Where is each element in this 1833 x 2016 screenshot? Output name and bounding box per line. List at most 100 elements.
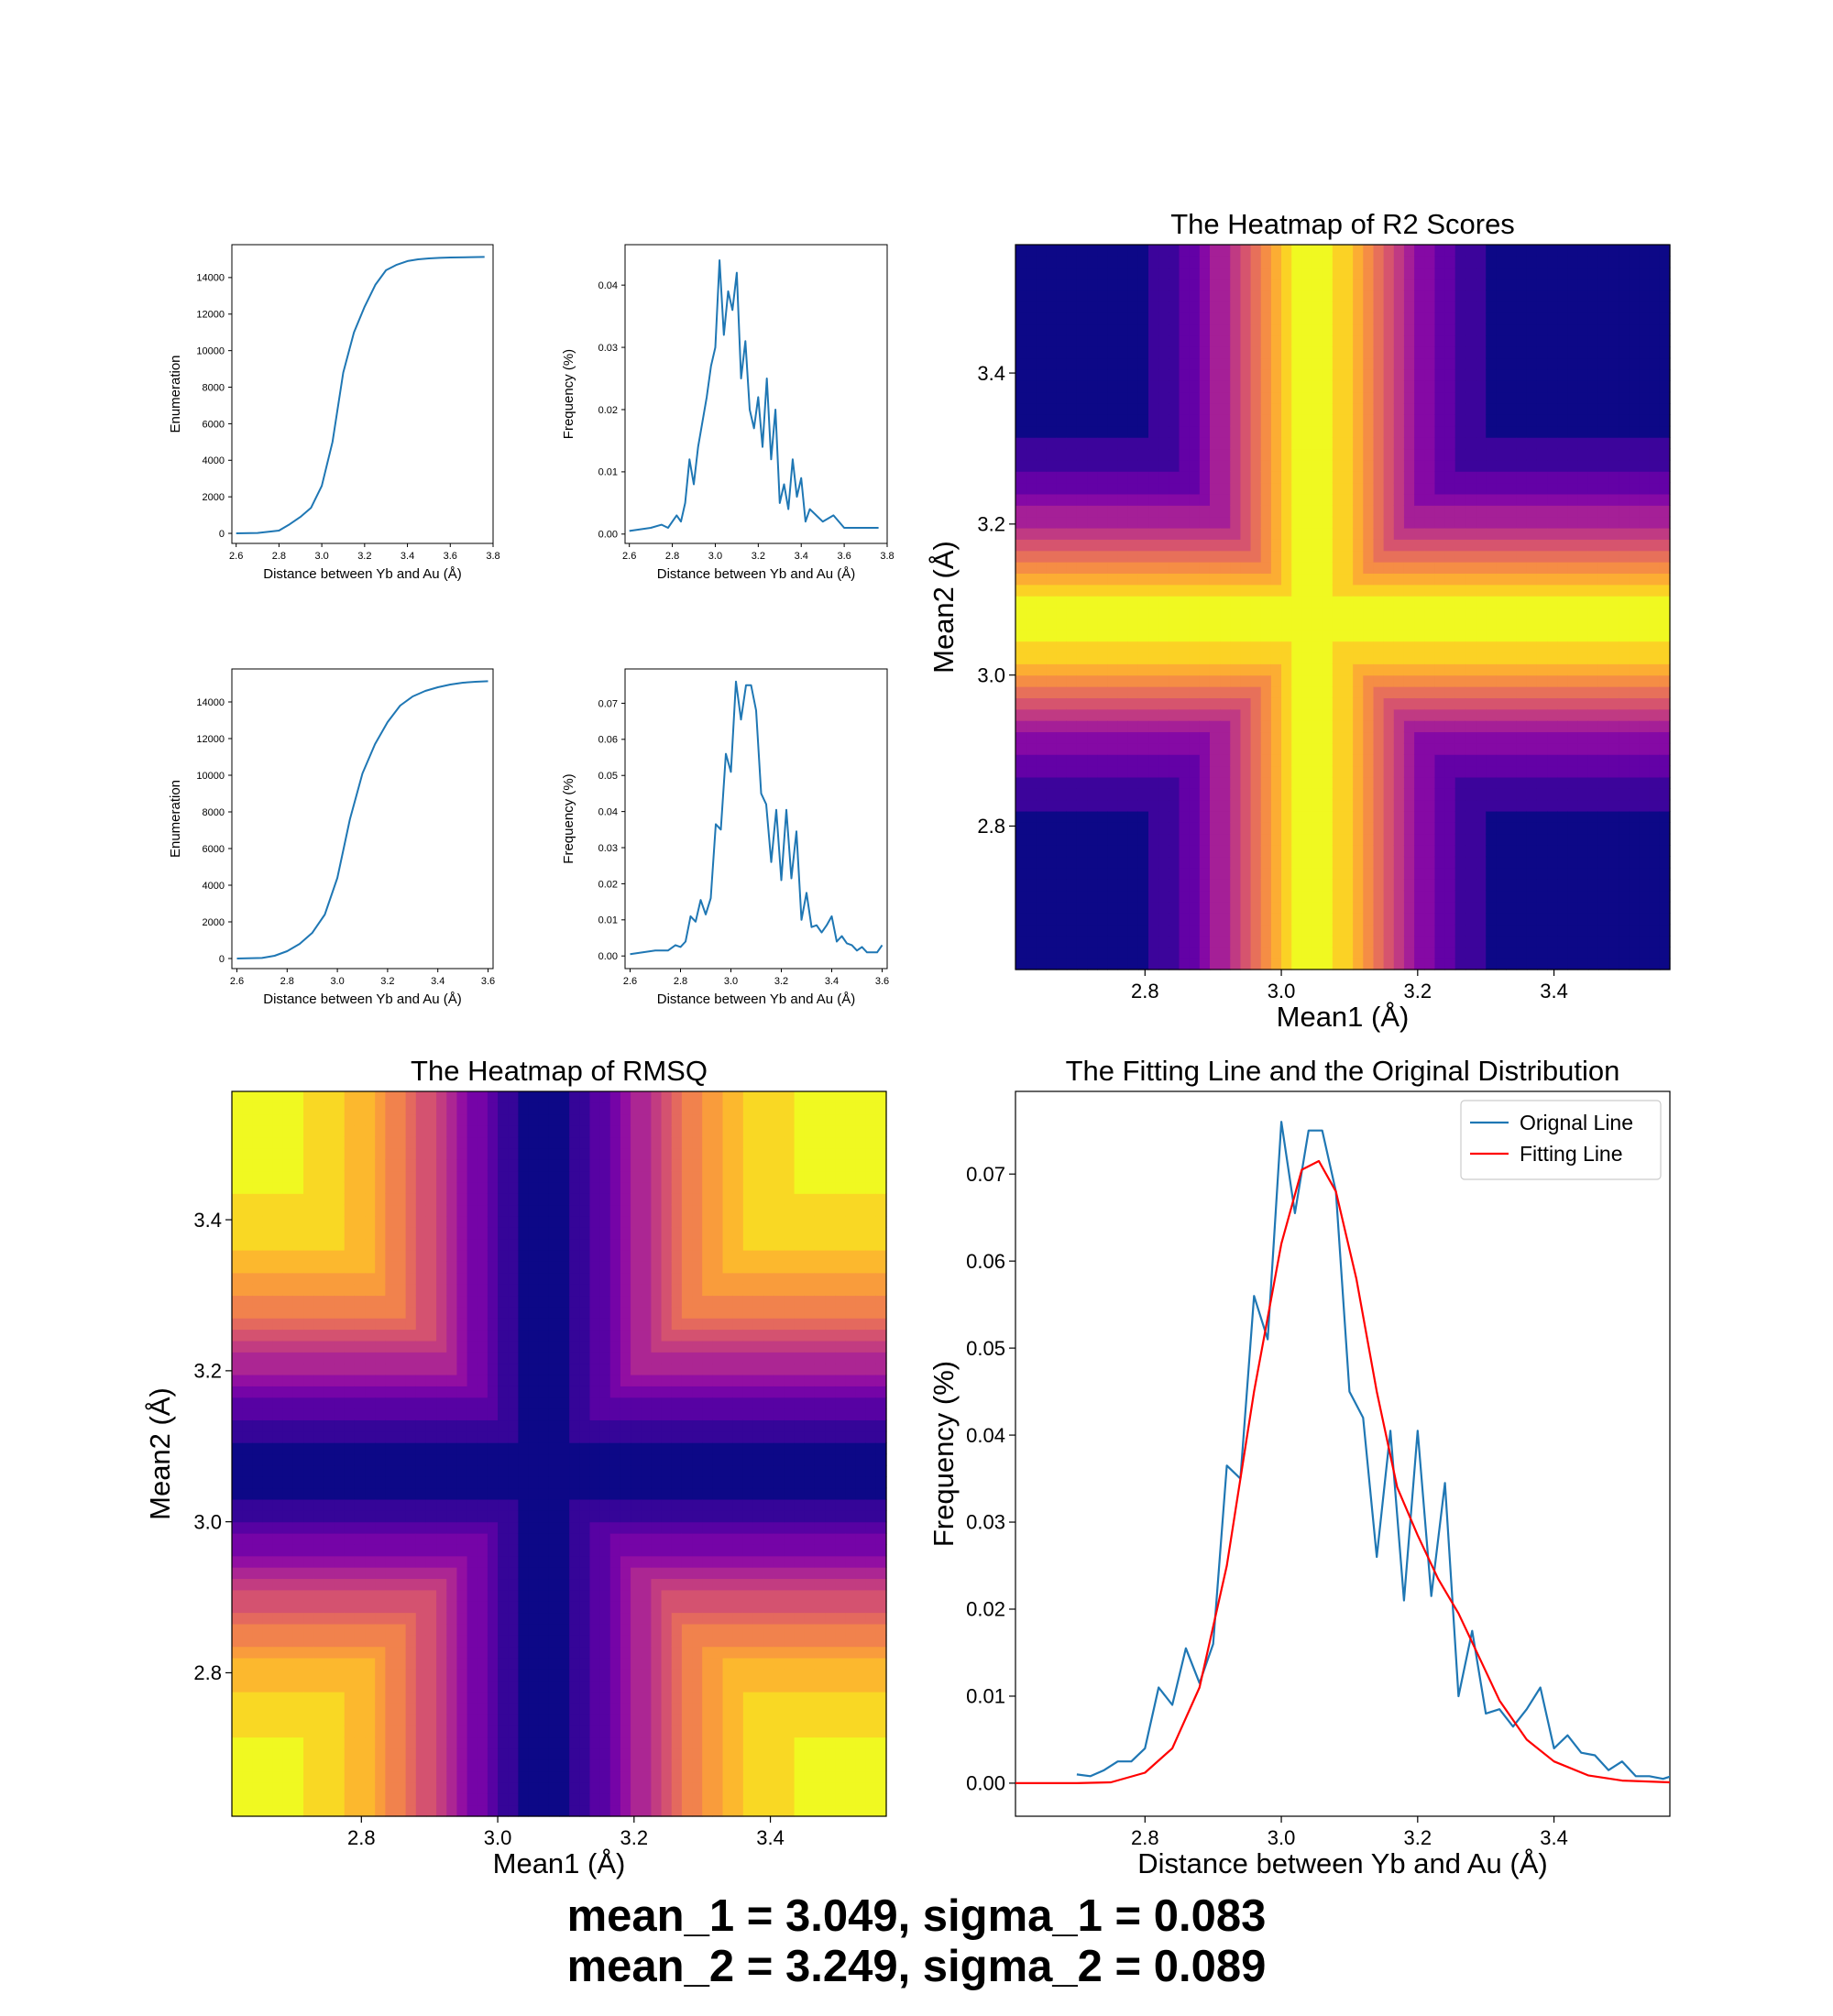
heatmap-cell <box>1250 380 1262 393</box>
heatmap-cell <box>1270 493 1282 506</box>
heatmap-cell <box>1127 403 1139 415</box>
heatmap-cell <box>1557 618 1569 630</box>
heatmap-cell <box>1659 391 1671 404</box>
heatmap-cell <box>1547 596 1558 608</box>
heatmap-cell <box>1097 505 1109 518</box>
heatmap-cell <box>1383 584 1395 597</box>
heatmap-cell <box>1056 924 1068 937</box>
heatmap-cell <box>1117 471 1129 484</box>
heatmap-cell <box>1209 584 1221 597</box>
heatmap-cell <box>1619 437 1630 450</box>
heatmap-cell <box>1393 459 1405 472</box>
heatmap-cell <box>1076 890 1088 903</box>
heatmap-cell <box>1158 799 1169 812</box>
heatmap-cell <box>1353 290 1364 302</box>
heatmap-cell <box>1036 652 1048 664</box>
heatmap-cell <box>1393 754 1405 767</box>
heatmap-cell <box>1486 754 1497 767</box>
heatmap-cell <box>1107 641 1119 653</box>
heatmap-cell <box>1097 550 1109 563</box>
x-tick-label: 3.2 <box>752 551 765 562</box>
heatmap-cell <box>1137 573 1149 586</box>
heatmap-cell <box>1087 380 1098 393</box>
heatmap-cell <box>1107 731 1119 744</box>
heatmap-cell <box>1291 731 1302 744</box>
heatmap-cell <box>1393 527 1405 540</box>
heatmap-cell <box>1179 845 1191 858</box>
heatmap-cell <box>1608 754 1619 767</box>
heatmap-cell <box>1015 674 1026 687</box>
heatmap-cell <box>1087 312 1098 325</box>
heatmap-cell <box>1567 301 1579 313</box>
heatmap-cell <box>1026 256 1037 268</box>
heatmap-cell <box>1230 527 1242 540</box>
heatmap-cell <box>1199 323 1211 336</box>
heatmap-cell <box>1250 845 1262 858</box>
heatmap-cell <box>1240 368 1252 381</box>
heatmap-cell <box>1476 708 1487 721</box>
heatmap-cell <box>242 1498 253 1511</box>
heatmap-cell <box>1260 437 1272 450</box>
heatmap-cell <box>1260 516 1272 529</box>
heatmap-cell <box>1066 856 1078 869</box>
heatmap-cell <box>1516 674 1528 687</box>
heatmap-cell <box>1424 697 1436 710</box>
heatmap-cell <box>1137 527 1149 540</box>
heatmap-cell <box>1260 697 1272 710</box>
heatmap-cell <box>1066 607 1078 619</box>
heatmap-cell <box>1465 505 1476 518</box>
heatmap-cell <box>1026 459 1037 472</box>
heatmap-cell <box>1465 245 1476 257</box>
heatmap-cell <box>1026 267 1037 279</box>
heatmap-cell <box>1220 720 1231 733</box>
heatmap-cell <box>1209 596 1221 608</box>
heatmap-cell <box>1240 652 1252 664</box>
heatmap-cell <box>1189 562 1201 575</box>
heatmap-cell <box>1066 788 1078 801</box>
heatmap-cell <box>334 1476 346 1489</box>
heatmap-cell <box>1107 539 1119 552</box>
heatmap-cell <box>1076 312 1088 325</box>
heatmap-cell <box>313 1306 325 1319</box>
heatmap-cell <box>1291 618 1302 630</box>
heatmap-cell <box>1557 742 1569 755</box>
heatmap-cell <box>282 1340 294 1353</box>
heatmap-cell <box>1209 742 1221 755</box>
heatmap-cell <box>1158 765 1169 778</box>
heatmap-cell <box>1659 935 1671 948</box>
heatmap-cell <box>1087 879 1098 892</box>
heatmap-cell <box>324 1442 335 1455</box>
heatmap-cell <box>242 1510 253 1523</box>
heatmap-cell <box>1312 765 1323 778</box>
heatmap-cell <box>1270 901 1282 914</box>
heatmap-cell <box>1087 527 1098 540</box>
heatmap-cell <box>1169 596 1180 608</box>
heatmap-cell <box>1097 482 1109 495</box>
heatmap-cell <box>1270 630 1282 642</box>
heatmap-cell <box>1506 788 1518 801</box>
x-tick-label: 3.6 <box>875 976 889 987</box>
heatmap-cell <box>1026 788 1037 801</box>
heatmap-cell <box>1454 290 1466 302</box>
heatmap-cell <box>1353 471 1364 484</box>
heatmap-cell <box>1158 935 1169 948</box>
heatmap-cell <box>1291 256 1302 268</box>
heatmap-cell <box>1076 833 1088 846</box>
heatmap-cell <box>272 1770 284 1783</box>
heatmap-cell <box>334 1204 346 1217</box>
heatmap-cell <box>1056 346 1068 359</box>
heatmap-cell <box>303 1770 314 1783</box>
heatmap-cell <box>1403 686 1415 698</box>
heatmap-cell <box>1332 754 1344 767</box>
heatmap-cell <box>272 1578 284 1591</box>
heatmap-cell <box>1516 346 1528 359</box>
heatmap-cell <box>1322 663 1334 676</box>
heatmap-cell <box>1434 437 1446 450</box>
heatmap-cell <box>1444 618 1456 630</box>
heatmap-cell <box>1373 867 1385 880</box>
heatmap-cell <box>1281 845 1292 858</box>
heatmap-cell <box>1127 607 1139 619</box>
heatmap-cell <box>1403 720 1415 733</box>
heatmap-cell <box>1148 380 1159 393</box>
heatmap-cell <box>1659 256 1671 268</box>
